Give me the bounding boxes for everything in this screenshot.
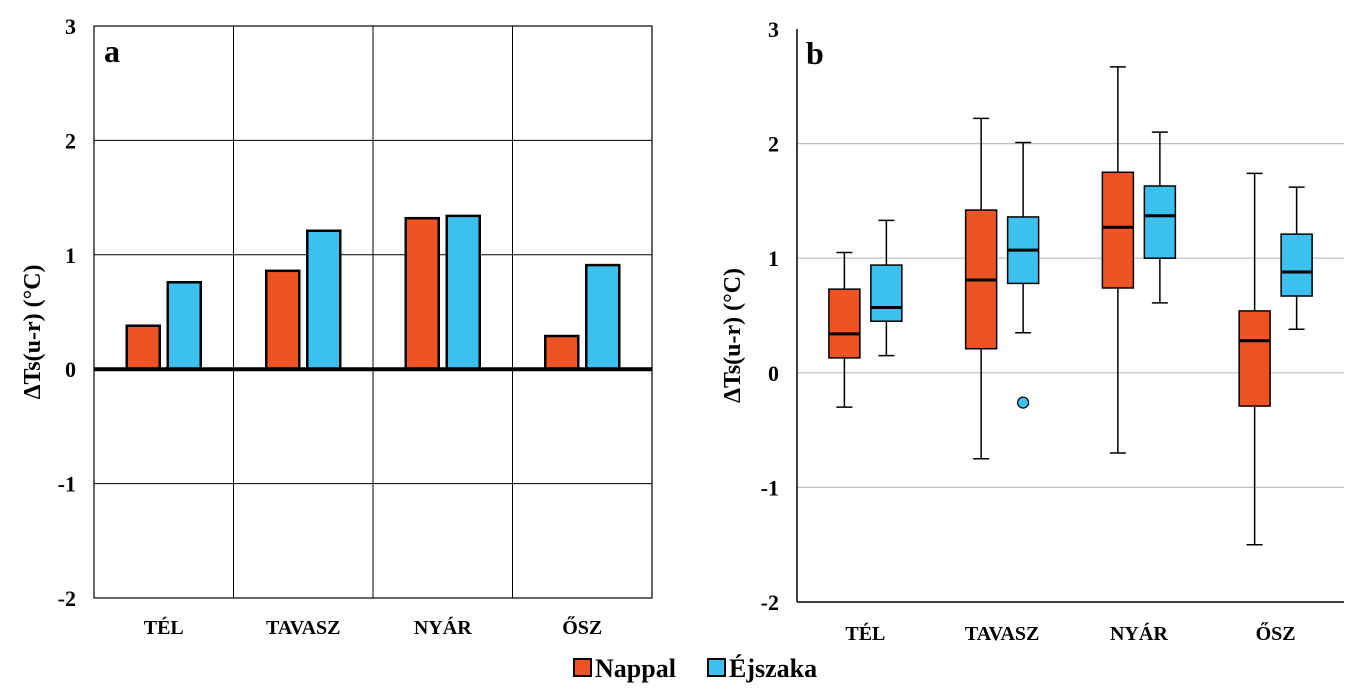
panel-a-letter: a (104, 33, 120, 69)
panel-a-bar (544, 334, 580, 371)
panel-a-bar (306, 229, 342, 371)
panel-a-bar (404, 216, 440, 371)
panel-b-category-label: NYÁR (1110, 622, 1168, 645)
panel-a-ytick-label: 2 (65, 128, 76, 153)
panel-a-bar (585, 263, 621, 371)
panel-b-box (870, 264, 903, 322)
panel-b-y-axis-label: ΔTs(u-r) (°C) (720, 268, 746, 403)
panel-a-category-label: ŐSZ (562, 615, 602, 639)
panel-a-ytick-label: -2 (58, 586, 76, 611)
legend-label: Nappal (595, 654, 676, 683)
legend-label: Éjszaka (729, 654, 817, 683)
legend-swatch (573, 658, 592, 677)
panel-b-ytick-label: -2 (761, 590, 779, 615)
panel-b-letter: b (806, 35, 824, 71)
panel-a-category-label: TÉL (144, 616, 184, 639)
panel-a-ytick-label: 0 (65, 357, 76, 382)
panel-b-ytick-label: -1 (761, 475, 779, 500)
panel-a-bar (445, 214, 481, 371)
panel-b-ytick-label: 0 (768, 361, 779, 386)
panel-b-box (1280, 233, 1313, 297)
panel-b-box (1238, 310, 1271, 407)
panel-a-bar (125, 324, 161, 371)
panel-b-box (1143, 185, 1177, 259)
legend: Nappal Éjszaka (573, 654, 817, 683)
panel-b-box (828, 288, 861, 359)
panel-a-ytick-label: 1 (65, 243, 76, 268)
panel-b-category-label: TAVASZ (965, 623, 1040, 645)
panel-b-ytick-label: 1 (768, 246, 779, 271)
panel-a-bar (265, 269, 301, 371)
panel-a-category-label: NYÁR (414, 616, 472, 639)
panel-b-ytick-label: 3 (768, 17, 779, 42)
panel-a-ytick-label: 3 (65, 14, 76, 39)
panel-b-box (1101, 171, 1135, 289)
panel-a-category-label: TAVASZ (266, 617, 341, 639)
panel-b-category-label: ŐSZ (1256, 621, 1296, 645)
panel-b-ytick-label: 2 (768, 132, 779, 157)
panel-b-outlier-point (1017, 396, 1030, 409)
panel-a-y-axis-label: ΔTs(u-r) (°C) (20, 264, 46, 399)
panel-a-bar-chart: 3 2 1 0 -1 -2 TÉL TAVASZ NYÁR ŐSZ ΔTs(u-r) (°C) a (20, 14, 653, 639)
panel-a-ytick-label: -1 (58, 472, 76, 497)
panel-b-category-label: TÉL (845, 622, 885, 645)
legend-swatch (707, 658, 726, 677)
panel-b-box-plot: 3 2 1 0 -1 -2 TÉL TAVASZ NYÁR ŐSZ ΔTs(u-r) (°C) b (720, 17, 1344, 645)
panel-a-bar (166, 281, 202, 371)
